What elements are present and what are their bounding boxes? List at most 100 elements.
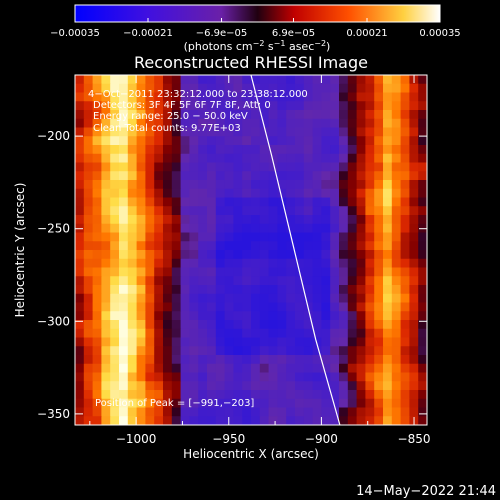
heatmap-cell — [312, 311, 322, 321]
heatmap-cell — [92, 162, 102, 172]
heatmap-cell — [365, 311, 375, 321]
heatmap-cell — [409, 162, 419, 172]
heatmap-cell — [418, 180, 427, 190]
heatmap-cell — [163, 145, 173, 155]
heatmap-cell — [418, 153, 427, 163]
heatmap-cell — [119, 223, 129, 233]
heatmap-cell — [101, 118, 111, 128]
heatmap-cell — [295, 153, 305, 163]
heatmap-cell — [356, 267, 366, 277]
heatmap-cell — [242, 75, 252, 85]
heatmap-cell — [356, 363, 366, 373]
heatmap-cell — [92, 83, 102, 93]
heatmap-cell — [154, 381, 164, 391]
heatmap-cell — [347, 337, 358, 347]
heatmap-cell — [154, 92, 164, 102]
heatmap-cell — [171, 355, 182, 365]
heatmap-cell — [233, 372, 243, 382]
colorbar-tick-label: 6.9e−05 — [272, 28, 315, 39]
heatmap-cell — [251, 110, 261, 120]
heatmap-cell — [268, 267, 278, 277]
heatmap-cell — [312, 390, 322, 400]
heatmap-cell — [171, 92, 182, 102]
heatmap-cell — [75, 372, 85, 382]
heatmap-cell — [101, 180, 111, 190]
heatmap-cell — [198, 215, 208, 225]
heatmap-cell — [127, 311, 138, 321]
heatmap-cell — [136, 145, 146, 155]
heatmap-cell — [154, 110, 164, 120]
heatmap-cell — [136, 302, 146, 312]
heatmap-cell — [303, 171, 314, 181]
heatmap-cell — [127, 197, 138, 207]
heatmap-cell — [409, 285, 419, 295]
heatmap-cell — [356, 241, 366, 251]
heatmap-cell — [356, 197, 366, 207]
heatmap-cell — [286, 118, 296, 128]
heatmap-cell — [119, 118, 129, 128]
heatmap-cell — [215, 302, 226, 312]
heatmap-cell — [259, 180, 270, 190]
heatmap-cell — [207, 145, 217, 155]
heatmap-cell — [312, 162, 322, 172]
heatmap-cell — [180, 83, 190, 93]
heatmap-cell — [224, 223, 234, 233]
heatmap-cell — [198, 258, 208, 268]
heatmap-cell — [295, 302, 305, 312]
heatmap-cell — [409, 232, 419, 242]
heatmap-cell — [330, 258, 340, 268]
heatmap-cell — [312, 293, 322, 303]
heatmap-cell — [224, 320, 234, 330]
heatmap-cell — [101, 311, 111, 321]
y-tick-label: −200 — [37, 129, 70, 143]
heatmap-cell — [268, 337, 278, 347]
heatmap-cell — [400, 118, 410, 128]
heatmap-cell — [312, 372, 322, 382]
heatmap-cell — [110, 250, 120, 260]
heatmap-cell — [303, 232, 314, 242]
heatmap-cell — [286, 136, 296, 146]
heatmap-cell — [391, 171, 402, 181]
heatmap-cell — [303, 110, 314, 120]
heatmap-cell — [286, 83, 296, 93]
heatmap-cell — [391, 320, 402, 330]
heatmap-cell — [207, 407, 217, 417]
heatmap-cell — [277, 267, 287, 277]
heatmap-cell — [180, 232, 190, 242]
heatmap-cell — [259, 293, 270, 303]
heatmap-cell — [215, 398, 226, 408]
heatmap-cell — [224, 127, 234, 137]
heatmap-cell — [198, 206, 208, 216]
heatmap-cell — [75, 398, 85, 408]
heatmap-cell — [303, 223, 314, 233]
heatmap-cell — [286, 127, 296, 137]
heatmap-cell — [207, 381, 217, 391]
heatmap-cell — [400, 311, 410, 321]
heatmap-cell — [321, 110, 331, 120]
heatmap-cell — [277, 302, 287, 312]
heatmap-cell — [154, 118, 164, 128]
heatmap-cell — [391, 75, 402, 85]
heatmap-cell — [101, 197, 111, 207]
heatmap-cell — [198, 118, 208, 128]
heatmap-cell — [339, 320, 349, 330]
heatmap-cell — [312, 145, 322, 155]
heatmap-cell — [321, 232, 331, 242]
heatmap-cell — [189, 171, 199, 181]
heatmap-cell — [295, 136, 305, 146]
heatmap-cell — [101, 223, 111, 233]
heatmap-cell — [312, 302, 322, 312]
heatmap-cell — [215, 285, 226, 295]
heatmap-cell — [110, 101, 120, 111]
heatmap-cell — [251, 355, 261, 365]
heatmap-cell — [92, 390, 102, 400]
heatmap-cell — [163, 215, 173, 225]
heatmap-cell — [75, 188, 85, 198]
heatmap-cell — [242, 285, 252, 295]
heatmap-cell — [418, 258, 427, 268]
heatmap-cell — [312, 363, 322, 373]
heatmap-cell — [356, 110, 366, 120]
heatmap-cell — [356, 118, 366, 128]
heatmap-cell — [356, 311, 366, 321]
heatmap-cell — [365, 153, 375, 163]
